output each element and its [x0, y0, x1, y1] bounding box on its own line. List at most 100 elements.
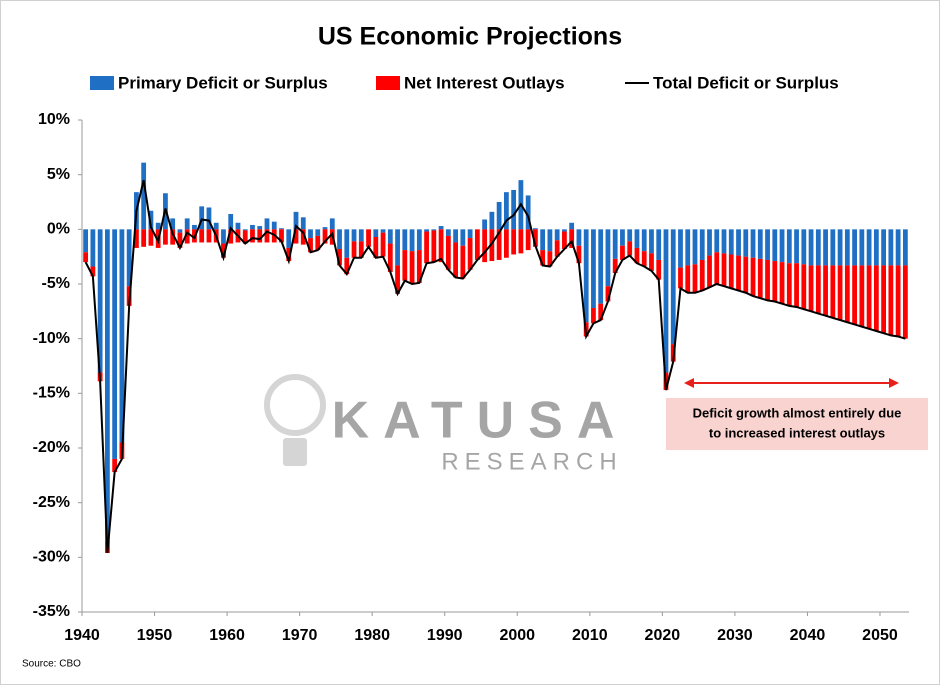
- bar: [170, 218, 176, 230]
- bar: [445, 235, 451, 270]
- bar: [627, 241, 633, 256]
- x-tick-label: 2050: [862, 627, 898, 644]
- bar: [656, 259, 662, 280]
- x-tick-label: 1980: [354, 627, 390, 644]
- bar: [279, 229, 284, 243]
- bar: [801, 264, 807, 310]
- bar: [438, 226, 444, 230]
- bar: [525, 229, 531, 251]
- bar: [308, 229, 313, 239]
- bar: [576, 229, 582, 246]
- bar: [721, 229, 727, 254]
- x-tick-label: 1990: [427, 627, 463, 644]
- bar: [141, 162, 147, 230]
- y-tick-label: -15%: [33, 385, 70, 402]
- bar: [503, 192, 509, 230]
- bar: [714, 252, 720, 284]
- bar: [678, 267, 683, 289]
- bar: [286, 229, 292, 248]
- bar: [779, 229, 785, 263]
- bar: [859, 265, 865, 327]
- x-tick-label: 2040: [790, 627, 826, 644]
- bar: [707, 255, 712, 288]
- arrow-head: [889, 378, 899, 388]
- bar: [228, 229, 234, 244]
- bar: [482, 219, 488, 230]
- bar: [489, 211, 495, 230]
- bar: [511, 229, 517, 255]
- bar: [416, 250, 422, 283]
- y-tick-label: -10%: [33, 330, 70, 347]
- bar: [772, 261, 778, 302]
- x-tick-label: 1950: [137, 627, 173, 644]
- y-tick-label: -25%: [33, 494, 70, 511]
- bar: [264, 218, 270, 230]
- bar: [634, 229, 640, 248]
- bar: [431, 229, 437, 231]
- bar: [852, 229, 857, 266]
- bar: [649, 229, 654, 254]
- legend-label: Net Interest Outlays: [404, 73, 565, 92]
- bar: [728, 229, 734, 255]
- bar: [271, 221, 277, 230]
- bar: [221, 229, 226, 244]
- bar: [395, 229, 400, 266]
- bar: [627, 229, 633, 242]
- bar: [358, 229, 364, 242]
- bar: [685, 265, 691, 293]
- bar: [496, 202, 502, 230]
- bar: [250, 229, 255, 243]
- y-tick-label: -5%: [42, 275, 70, 292]
- bar: [235, 222, 241, 230]
- bar: [844, 265, 850, 323]
- bar: [402, 250, 408, 281]
- bar: [199, 206, 205, 230]
- bar: [431, 230, 437, 263]
- bar: [866, 265, 872, 329]
- bar: [104, 229, 110, 541]
- bar: [170, 229, 176, 245]
- legend-swatch: [376, 76, 400, 90]
- bar: [728, 254, 734, 289]
- bar: [337, 249, 342, 266]
- bar: [373, 236, 379, 258]
- x-tick-label: 2030: [717, 627, 753, 644]
- bar: [90, 229, 96, 267]
- bar: [757, 258, 763, 299]
- annotation-text: Deficit growth almost entirely due: [693, 405, 902, 420]
- bar: [743, 229, 749, 257]
- bar: [830, 229, 836, 266]
- bar: [177, 232, 183, 248]
- bar: [765, 229, 770, 260]
- bar: [598, 303, 604, 321]
- bar: [402, 229, 408, 251]
- bar: [801, 229, 807, 265]
- bar: [460, 229, 466, 246]
- x-tick-label: 1970: [282, 627, 318, 644]
- bar: [815, 265, 821, 314]
- bar: [656, 229, 662, 260]
- source: Source: CBO: [22, 659, 81, 670]
- watermark-icon: [264, 374, 326, 436]
- bar: [148, 210, 154, 230]
- bar: [873, 229, 879, 266]
- bar: [620, 229, 625, 246]
- bar: [554, 240, 560, 257]
- bar: [786, 229, 792, 264]
- bar: [83, 252, 89, 263]
- bar: [90, 266, 96, 277]
- bar: [112, 458, 118, 473]
- bar: [670, 229, 676, 345]
- bar: [750, 229, 756, 258]
- bar: [337, 229, 342, 250]
- bar: [409, 229, 415, 252]
- bar: [482, 229, 488, 263]
- bar: [184, 218, 190, 230]
- bar: [620, 245, 625, 260]
- legend: Primary Deficit or Surplus Net Interest O…: [90, 73, 839, 92]
- bar: [489, 229, 495, 262]
- bar: [97, 229, 103, 373]
- bar: [533, 229, 538, 247]
